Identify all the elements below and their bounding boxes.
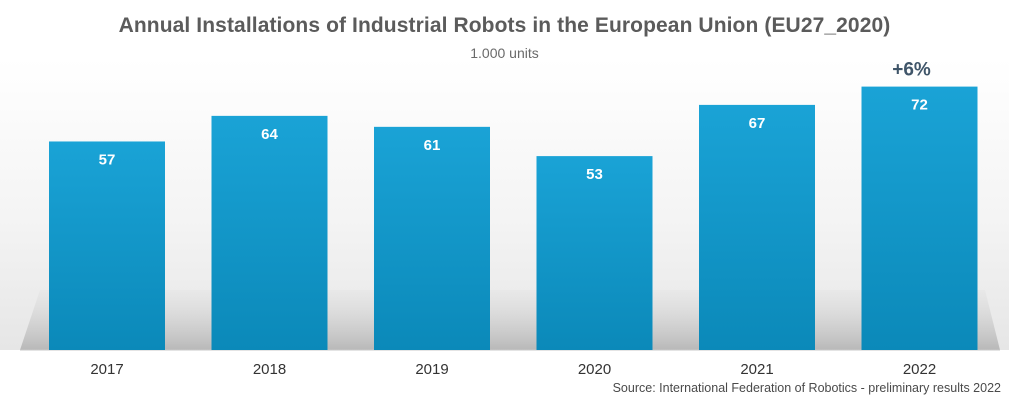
bar-2020 bbox=[536, 156, 653, 350]
chart-title: Annual Installations of Industrial Robot… bbox=[118, 14, 891, 37]
category-label-2020: 2020 bbox=[578, 361, 611, 378]
source-note: Source: International Federation of Robo… bbox=[612, 381, 1001, 395]
bar-2018 bbox=[211, 115, 328, 350]
bar-2022 bbox=[861, 86, 978, 350]
category-label-2018: 2018 bbox=[253, 361, 286, 378]
bars-group: 57 2017 64 2018 61 2019 53 2020 67 2021 72 2022 +6% bbox=[49, 60, 978, 378]
value-label-2018: 64 bbox=[261, 126, 278, 143]
bar-2017 bbox=[49, 141, 165, 350]
category-label-2021: 2021 bbox=[740, 361, 773, 378]
category-label-2019: 2019 bbox=[415, 361, 448, 378]
value-label-2017: 57 bbox=[99, 151, 116, 168]
value-label-2021: 67 bbox=[749, 115, 766, 132]
floor-shadow bbox=[20, 290, 1000, 350]
category-label-2017: 2017 bbox=[90, 361, 123, 378]
value-label-2022: 72 bbox=[911, 97, 928, 114]
category-label-2022: 2022 bbox=[903, 361, 936, 378]
growth-annotation: +6% bbox=[892, 60, 931, 81]
value-label-2020: 53 bbox=[586, 166, 603, 183]
bar-2021 bbox=[699, 104, 815, 351]
chart-subtitle: 1,000 units bbox=[470, 45, 539, 61]
bar-2019 bbox=[374, 126, 490, 350]
value-label-2019: 61 bbox=[424, 137, 441, 154]
